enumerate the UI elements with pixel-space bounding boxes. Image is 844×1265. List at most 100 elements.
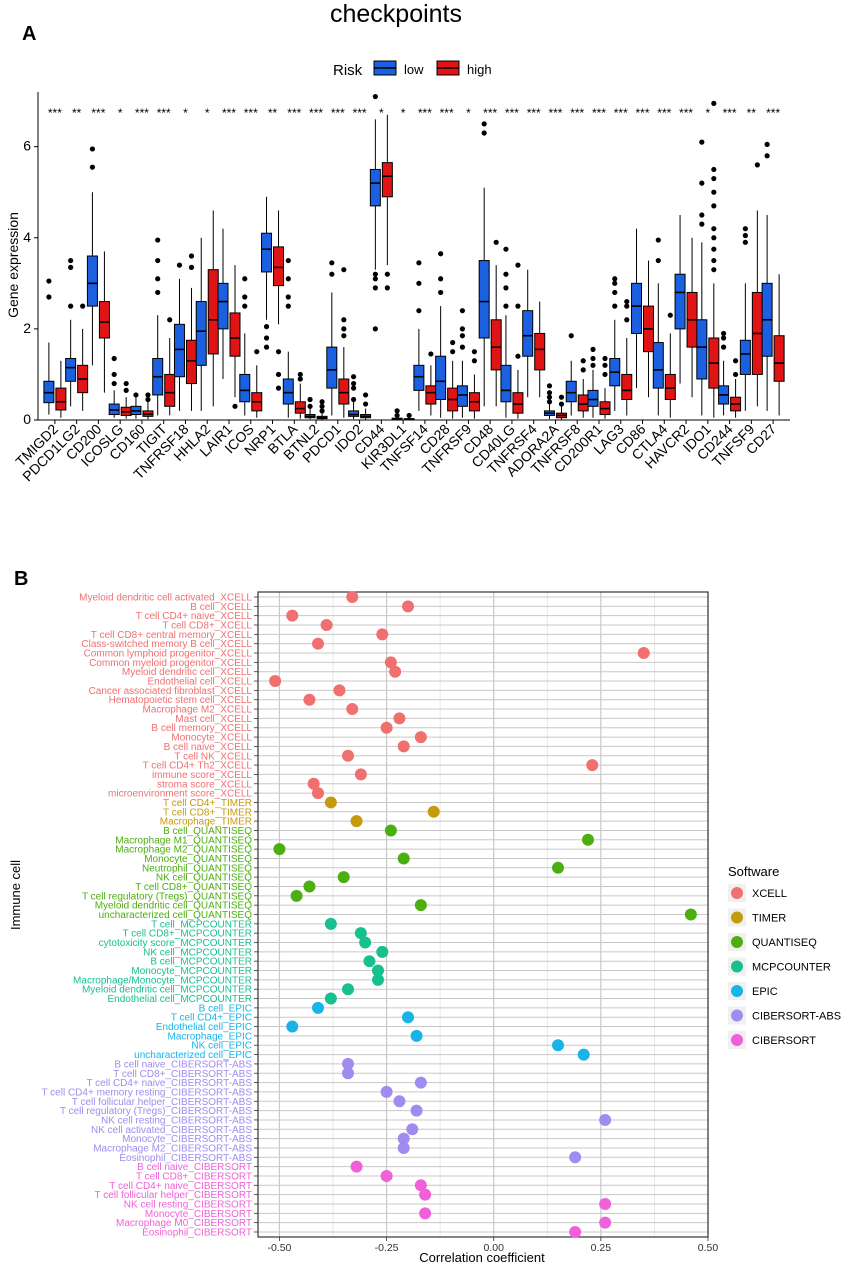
low-outlier-point [372,276,378,282]
low-outlier-point [285,303,291,309]
significance-label: * [705,106,710,120]
correlation-point [312,637,324,650]
correlation-point [273,843,286,856]
boxplot: 0246***TMIGD2**PDCD1LG2***CD200*ICOSLG**… [12,92,790,484]
low-outlier-point [329,271,335,277]
low-box [413,364,425,391]
high-box [381,162,393,198]
panel-b-tag: B [14,568,28,590]
low-outlier-point [133,392,139,398]
low-box [631,282,643,334]
correlation-point [397,1141,410,1154]
gene-group: ***TNFRSF4 [484,106,546,477]
legend-software-label: XCELL [752,888,787,900]
high-outlier-point [384,271,390,277]
correlation-point [290,889,303,902]
low-outlier-point [590,362,596,368]
high-outlier-point [624,298,630,305]
immune-cell-label: Neutrophil_QUANTISEQ [142,863,252,874]
gene-group: ***TIGIT [133,106,176,457]
low-outlier-point [242,294,248,300]
low-outlier-point [285,257,291,264]
correlation-point [599,1197,612,1210]
high-outlier-point [624,317,630,323]
high-box [490,319,502,371]
low-box [239,373,251,403]
high-box [621,373,633,401]
low-outlier-point [242,276,248,282]
legend-software-label: MCPCOUNTER [752,962,831,974]
immune-cell-label: T cell CD8+_CIBERSORT [136,1171,252,1182]
low-outlier-point [459,333,466,339]
immune-cell-label: T cell follicular helper_CIBERSORT-ABS [72,1097,253,1108]
high-outlier-point [297,376,303,382]
correlation-point [552,861,564,874]
low-outlier-point [546,394,553,400]
high-box [577,394,589,412]
immune-cell-label: uncharacterized cell_EPIC [134,1050,252,1061]
legend-software-label: TIMER [752,913,786,925]
correlation-point [414,1179,427,1192]
low-outlier-point [503,271,509,277]
immune-cell-label: T cell CD8+_QUANTISEQ [135,882,252,893]
y-tick-label: 4 [23,229,31,245]
immune-cell-label: Eosinophil_CIBERSORT-ABS [119,1153,252,1164]
high-outlier-point [450,339,456,346]
low-outlier-point [372,326,378,332]
high-box [512,392,524,414]
immune-cell-label: uncharacterized cell_QUANTISEQ [99,910,253,921]
high-outlier-point [341,326,347,332]
low-box [348,410,360,417]
immune-cell-label: NK cell resting_CIBERSORT-ABS [101,1115,252,1126]
immune-cell-label: B cell_QUANTISEQ [163,826,252,837]
panel-a-legend: Risk low high [333,60,492,79]
immune-cell-label: Monocyte_XCELL [171,733,252,744]
immune-cell-label: T cell follicular helper_CIBERSORT [95,1190,252,1201]
low-outlier-point [481,130,487,136]
correlation-point [380,1169,393,1182]
low-box [261,232,273,273]
high-box [294,401,306,414]
low-outlier-point [372,285,378,291]
legend-key-point [731,887,743,899]
panel-a-title: checkpoints [330,0,462,28]
significance-label: *** [766,106,780,120]
significance-label: *** [309,106,323,120]
correlation-point [577,1048,590,1061]
legend-key-point [731,1009,743,1022]
immune-cell-label: Myeloid dendritic cell_MCPCOUNTER [82,985,252,996]
high-outlier-point [711,100,717,106]
immune-cell-label: Macrophage M2_XCELL [142,705,252,716]
high-outlier-point [754,162,760,168]
correlation-point [569,1151,582,1164]
correlation-point [372,973,384,986]
immune-cell-label: B cell memory_XCELL [151,723,252,734]
correlation-point [269,675,282,688]
low-box [195,301,207,366]
low-box [326,346,338,389]
significance-label: ** [747,106,757,120]
correlation-point [342,1067,354,1080]
high-outlier-point [362,401,369,407]
correlation-point [410,1104,423,1117]
high-outlier-point [341,317,347,323]
immune-cell-label: NK cell_MCPCOUNTER [143,947,252,958]
low-outlier-point [46,278,52,284]
legend-key-point [731,985,743,997]
significance-label: *** [657,106,671,120]
low-outlier-point [68,264,74,270]
low-box [522,310,534,357]
immune-cell-label: Monocyte_CIBERSORT-ABS [122,1134,252,1145]
low-box [173,323,185,378]
correlation-point [350,815,363,828]
significance-label: * [379,106,384,120]
immune-cell-label: NK cell resting_CIBERSORT [124,1199,252,1210]
correlation-point [354,927,367,940]
low-outlier-point [720,335,727,341]
significance-label: *** [48,106,62,120]
high-outlier-point [711,226,717,232]
high-outlier-point [275,349,282,355]
low-outlier-point [68,303,74,309]
gene-group: ***IDO2 [331,106,372,455]
